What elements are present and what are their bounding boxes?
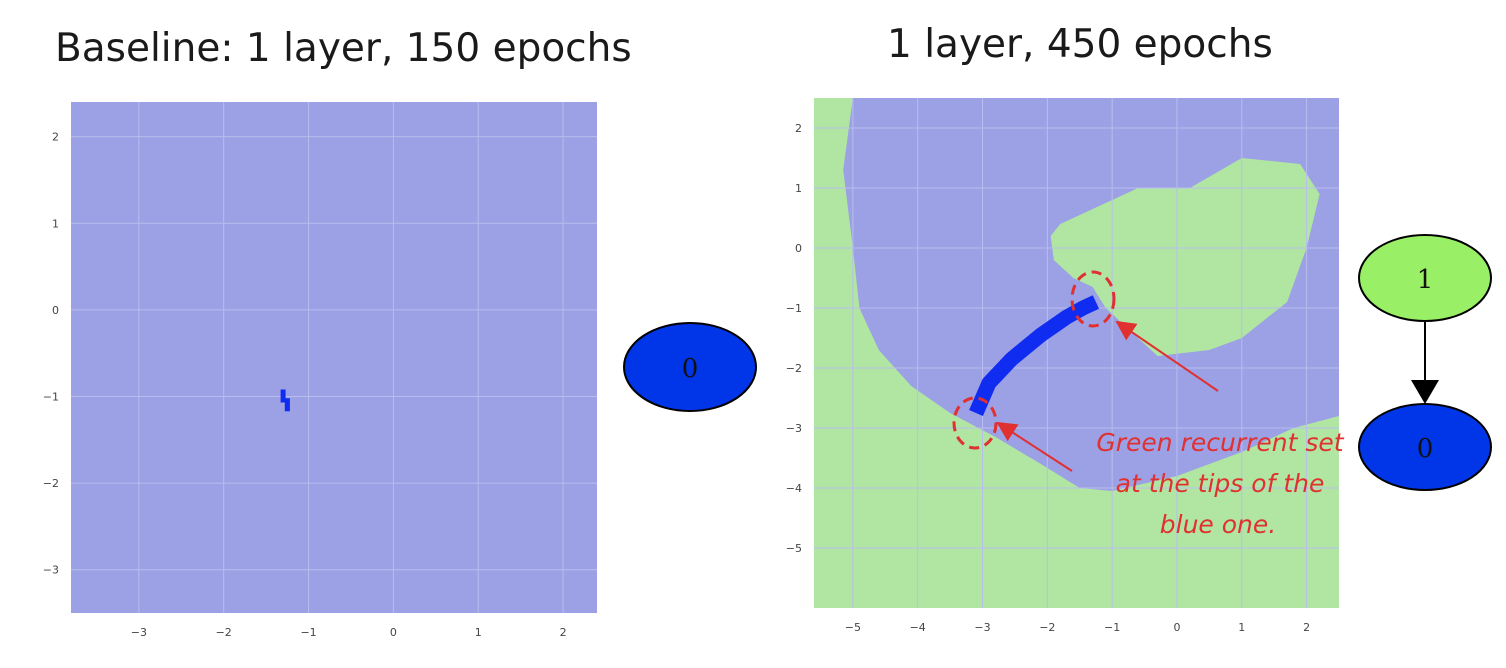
y-tick-label: 2: [52, 131, 59, 144]
x-tick-label: 2: [1303, 621, 1310, 634]
x-tick-label: −1: [300, 626, 316, 639]
y-tick-label: 0: [795, 242, 802, 255]
y-tick-label: 2: [795, 122, 802, 135]
baseline-phase-plot: −3 −2 −1 0 1 2 2 1 0 −1 −2 −3: [43, 102, 597, 639]
annotation-arrow-upper: [1115, 320, 1219, 392]
left-chart-title: Baseline: 1 layer, 150 epochs: [55, 26, 632, 71]
left-graph: 0: [623, 322, 757, 412]
y-tick-label: −4: [786, 482, 802, 495]
annotation-line-3: blue one.: [1160, 510, 1276, 539]
node-0-right: [1358, 403, 1492, 491]
highlight-circle-upper: [1070, 270, 1116, 328]
x-tick-label: 2: [560, 626, 567, 639]
x-tick-label: −2: [216, 626, 232, 639]
annotation-group: Green recurrent set at the tips of the b…: [952, 270, 1345, 539]
plot-background: [71, 102, 597, 613]
y-tick-label: 0: [52, 304, 59, 317]
x-tick-label: 0: [1173, 621, 1180, 634]
annotation-line-1: Green recurrent set: [1096, 428, 1344, 457]
y-tick-label: −3: [43, 564, 59, 577]
plot-regions: [814, 98, 1339, 608]
highlight-circle-lower: [952, 396, 998, 450]
x-tick-label: −1: [1104, 621, 1120, 634]
right-graph: 1 0: [1358, 234, 1492, 491]
y-tick-label: −2: [43, 477, 59, 490]
x-tick-label: 0: [390, 626, 397, 639]
x-tick-label: −3: [974, 621, 990, 634]
annotation-line-2: at the tips of the: [1116, 469, 1325, 498]
x-tick-label: −3: [131, 626, 147, 639]
x-tick-label: −5: [845, 621, 861, 634]
y-tick-label: −5: [786, 542, 802, 555]
green-island-region: [1050, 158, 1320, 356]
plot-regions: [71, 102, 597, 613]
y-tick-label: 1: [52, 217, 59, 230]
y-tick-label: −3: [786, 422, 802, 435]
y-tick-label: −1: [43, 390, 59, 403]
x-tick-label: −4: [910, 621, 926, 634]
node-0-left-label: 0: [682, 354, 699, 384]
blue-recurrent-set-band: [969, 295, 1100, 416]
y-tick-label: −1: [786, 302, 802, 315]
right-chart-title: 1 layer, 450 epochs: [887, 22, 1273, 67]
annotation-arrow-lower: [996, 421, 1073, 472]
blue-recurrent-set: [280, 389, 290, 412]
y-tick-label: 1: [795, 182, 802, 195]
x-tick-label: −2: [1039, 621, 1055, 634]
node-0-left: [623, 322, 757, 412]
node-0-right-label: 0: [1417, 434, 1434, 464]
x-tick-label: 1: [475, 626, 482, 639]
epoch450-phase-plot: −5 −4 −3 −2 −1 0 1 2 2 1 0 −1 −2 −3 −4 −5: [786, 98, 1339, 634]
node-1-right-label: 1: [1417, 265, 1434, 295]
x-tick-label: 1: [1238, 621, 1245, 634]
y-tick-label: −2: [786, 362, 802, 375]
